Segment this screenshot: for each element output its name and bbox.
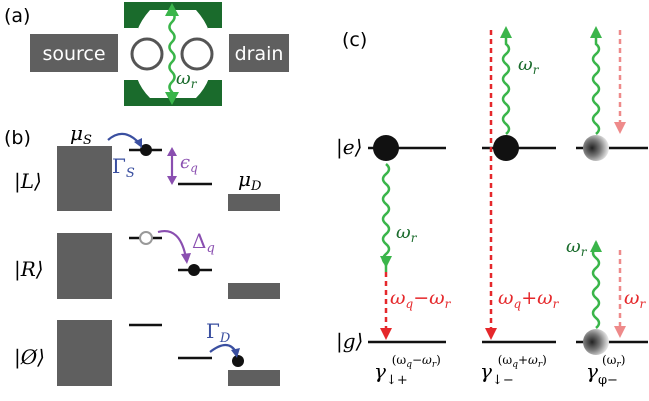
epsilon-arrowhead-up <box>167 147 177 156</box>
photon-absorb-arrowhead-3b <box>590 240 602 252</box>
drain-reservoir-0 <box>228 370 280 386</box>
relaxation-arrowhead-1 <box>380 328 392 340</box>
source-box <box>30 34 118 72</box>
rate-down-minus: γ↓−(ωq+ωr) <box>480 353 547 388</box>
row-R: |R⟩ <box>14 231 280 299</box>
gamma-s-arrowhead <box>134 138 142 148</box>
omega-minus-label: ωq−ωr <box>390 287 452 311</box>
source-label: source <box>42 43 105 65</box>
qubit-excited-2 <box>493 135 519 161</box>
delta-label: Δq <box>192 229 215 256</box>
right-quantum-dot <box>180 37 214 71</box>
omega-plus-label: ωq+ωr <box>498 287 560 311</box>
row-L: |L⟩ <box>14 144 280 211</box>
state-L: |L⟩ <box>14 169 42 194</box>
panel-label-a: (a) <box>4 5 30 27</box>
delta-arrowhead <box>181 253 191 264</box>
state-empty: |Ø⟩ <box>14 345 45 370</box>
panel-label-b: (b) <box>4 127 31 149</box>
cavity-omega-label: ωr <box>176 68 198 91</box>
photon-absorb-wave-3a <box>591 38 601 135</box>
relaxation-arrowhead-2 <box>485 328 497 340</box>
delta-arrow <box>157 229 188 259</box>
qubit-superposition-excited <box>583 135 609 161</box>
epsilon-label: ϵq <box>180 152 198 175</box>
drain-box <box>229 34 289 72</box>
photon-arrowhead-down <box>165 92 179 105</box>
gamma-s-label: ΓS <box>112 154 135 181</box>
qubit-excited-1 <box>373 135 399 161</box>
epsilon-arrowhead-down <box>167 176 177 185</box>
drain-reservoir-L <box>228 194 280 211</box>
ground-state-label: |g⟩ <box>336 329 363 354</box>
electron-L <box>140 144 152 156</box>
drain-reservoir-R <box>228 283 280 299</box>
omega-r-label-2: ωr <box>518 54 540 77</box>
gamma-d-arrowhead <box>231 348 240 358</box>
dephasing-arrowhead-lower <box>614 326 626 338</box>
gamma-d-label: ΓD <box>206 319 231 346</box>
row-empty: |Ø⟩ <box>14 320 280 386</box>
left-quantum-dot <box>130 37 164 71</box>
empty-site-R <box>139 231 153 245</box>
photon-absorb-arrowhead-3a <box>590 26 602 38</box>
photon-absorb-wave-3b <box>591 242 601 329</box>
electron-R <box>188 264 200 276</box>
dephasing-arrowhead-upper <box>614 122 626 134</box>
photon-absorb-arrowhead-2 <box>500 26 512 38</box>
source-reservoir-L <box>57 146 112 211</box>
mu-d-label: μD <box>238 167 262 194</box>
electron-drain <box>232 355 244 367</box>
photon-absorb-wave-2 <box>501 38 511 135</box>
omega-r-label-1: ωr <box>396 222 418 245</box>
excited-state-label: |e⟩ <box>336 135 362 160</box>
photon-emission-arrowhead-1 <box>380 256 392 268</box>
panel-label-c: (c) <box>342 29 367 51</box>
source-reservoir-R <box>57 233 112 299</box>
drain-label: drain <box>235 43 284 65</box>
photon-emission-wave-1 <box>381 163 391 272</box>
omega-r-label-3: ωr <box>566 236 588 259</box>
qubit-superposition-ground <box>583 329 609 355</box>
omega-r-label-red: ωr <box>624 287 647 311</box>
cavity-photon-wave <box>168 11 176 98</box>
rate-phi-minus: γφ−(ωr) <box>586 353 625 388</box>
mu-s-label: μS <box>70 121 92 148</box>
source-reservoir-0 <box>57 320 112 386</box>
photon-arrowhead-up <box>165 3 179 16</box>
state-R: |R⟩ <box>14 257 44 282</box>
rate-down-plus: γ↓+(ωq−ωr) <box>374 353 441 388</box>
